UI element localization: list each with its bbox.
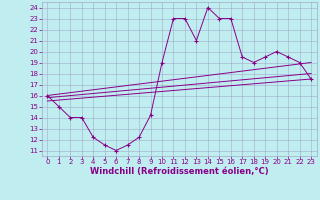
X-axis label: Windchill (Refroidissement éolien,°C): Windchill (Refroidissement éolien,°C)	[90, 167, 268, 176]
